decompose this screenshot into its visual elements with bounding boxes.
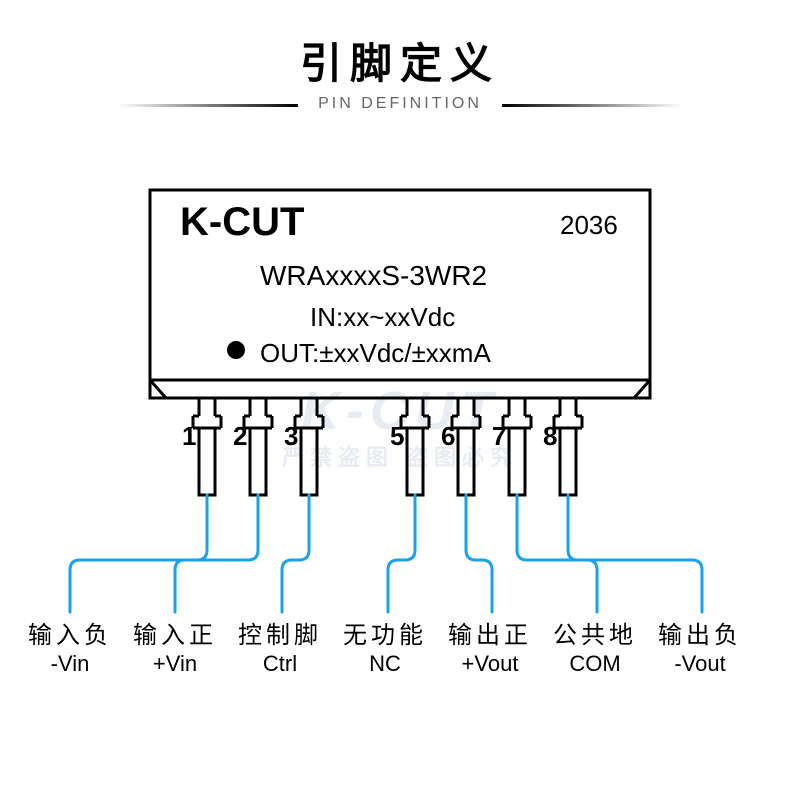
label-col-3: 控制脚 Ctrl [230,620,330,678]
title-cn: 引脚定义 [0,30,800,91]
label-col-7: 输出负 -Vout [650,620,750,678]
title-en: PIN DEFINITION [318,95,482,113]
label-cn: 输出正 [440,620,540,651]
watermark-sub: 严禁盗图 盗图必究 [282,440,518,472]
label-col-5: 输出正 +Vout [440,620,540,678]
label-en: COM [545,651,645,677]
label-cn: 输入负 [20,620,120,651]
svg-text:1: 1 [182,421,196,451]
label-en: NC [335,651,435,677]
label-cn: 无功能 [335,620,435,651]
label-cn: 输入正 [125,620,225,651]
label-col-4: 无功能 NC [335,620,435,678]
label-col-1: 输入负 -Vin [20,620,120,678]
label-en: +Vout [440,651,540,677]
label-en: Ctrl [230,651,330,677]
chip-brand: K-CUT [180,200,304,245]
label-en: -Vout [650,651,750,677]
label-en: +Vin [125,651,225,677]
svg-text:8: 8 [543,421,557,451]
chip-model: WRAxxxxS-3WR2 [260,260,487,292]
label-en: -Vin [20,651,120,677]
label-col-2: 输入正 +Vin [125,620,225,678]
watermark-main: K-CUT [301,380,499,442]
label-cn: 控制脚 [230,620,330,651]
chip-out-line: OUT:±xxVdc/±xxmA [260,338,491,369]
svg-text:2: 2 [233,421,247,451]
chip-in-line: IN:xx~xxVdc [310,302,455,333]
label-col-6: 公共地 COM [545,620,645,678]
label-cn: 输出负 [650,620,750,651]
label-cn: 公共地 [545,620,645,651]
chip-code: 2036 [560,210,618,241]
